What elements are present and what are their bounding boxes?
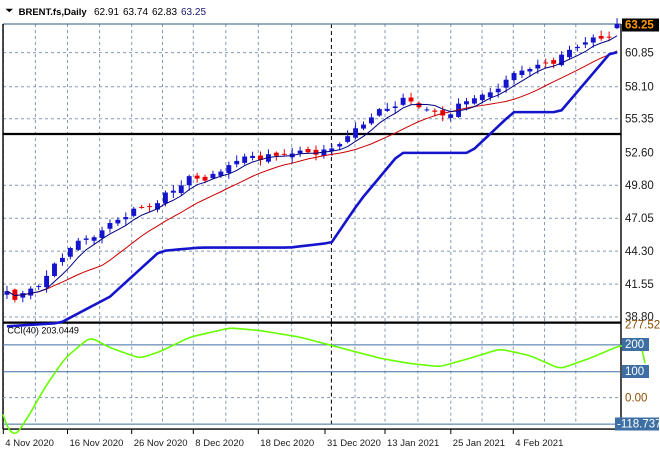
- svg-text:63.25: 63.25: [181, 7, 206, 18]
- svg-text:100: 100: [625, 366, 644, 378]
- svg-text:62.91: 62.91: [94, 7, 119, 18]
- svg-text:26 Nov 2020: 26 Nov 2020: [134, 438, 188, 449]
- svg-text:4 Nov 2020: 4 Nov 2020: [5, 438, 54, 449]
- svg-text:18 Dec 2020: 18 Dec 2020: [260, 438, 314, 449]
- svg-text:63.25: 63.25: [625, 19, 654, 31]
- svg-text:4 Feb 2021: 4 Feb 2021: [515, 438, 563, 449]
- svg-text:49.80: 49.80: [625, 180, 654, 192]
- svg-text:BRENT.fs,Daily: BRENT.fs,Daily: [19, 7, 88, 18]
- svg-text:25 Jan 2021: 25 Jan 2021: [453, 438, 505, 449]
- svg-text:200: 200: [625, 339, 644, 351]
- svg-text:31 Dec 2020: 31 Dec 2020: [327, 438, 381, 449]
- svg-text:60.85: 60.85: [625, 47, 654, 59]
- svg-text:8 Dec 2020: 8 Dec 2020: [195, 438, 244, 449]
- svg-text:41.55: 41.55: [625, 279, 654, 291]
- svg-text:277.5241: 277.5241: [625, 319, 660, 331]
- svg-text:52.60: 52.60: [625, 148, 654, 160]
- svg-text:55.35: 55.35: [625, 113, 654, 125]
- svg-text:63.74: 63.74: [123, 7, 148, 18]
- svg-text:44.30: 44.30: [625, 246, 654, 258]
- svg-text:58.10: 58.10: [625, 81, 654, 93]
- svg-text:16 Nov 2020: 16 Nov 2020: [70, 438, 124, 449]
- svg-text:13 Jan 2021: 13 Jan 2021: [387, 438, 439, 449]
- svg-text:CCI(40) 203.0449: CCI(40) 203.0449: [7, 326, 79, 336]
- svg-text:47.05: 47.05: [625, 213, 654, 225]
- svg-text:0.00: 0.00: [625, 392, 647, 404]
- svg-text:-118.737: -118.737: [617, 419, 660, 431]
- svg-text:62.83: 62.83: [152, 7, 177, 18]
